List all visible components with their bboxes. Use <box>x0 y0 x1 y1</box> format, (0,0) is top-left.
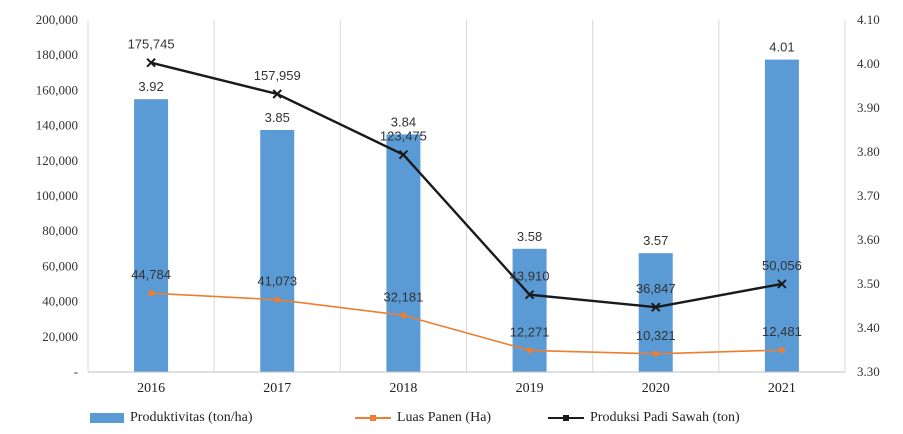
line-data-label: 44,784 <box>131 267 171 282</box>
line-point <box>779 347 785 353</box>
y-right-tick-label: 3.60 <box>857 232 880 247</box>
legend-label: Produktivitas (ton/ha) <box>130 410 253 426</box>
legend: Produktivitas (ton/ha) Luas Panen (Ha) P… <box>0 410 903 432</box>
y-left-tick-label: 60,000 <box>42 258 78 273</box>
y-right-tick-label: 3.40 <box>857 320 880 335</box>
legend-swatch-bar <box>90 413 124 423</box>
legend-item-luas-panen: Luas Panen (Ha) <box>355 410 491 426</box>
bar <box>260 130 294 372</box>
y-left-tick-label: 100,000 <box>36 188 78 203</box>
line-data-label: 41,073 <box>257 274 297 289</box>
line-data-label: 43,910 <box>510 269 550 284</box>
y-left-tick-label: 200,000 <box>36 12 78 27</box>
line-point <box>148 290 154 296</box>
y-left-tick-label: 120,000 <box>36 153 78 168</box>
y-left-tick-label: - <box>74 364 78 379</box>
legend-label: Luas Panen (Ha) <box>397 410 491 426</box>
x-tick-label: 2019 <box>516 381 544 396</box>
y-left-tick-label: 40,000 <box>42 294 78 309</box>
line-data-label: 175,745 <box>128 37 175 52</box>
line-data-label: 12,271 <box>510 324 550 339</box>
bar-data-label: 3.92 <box>138 79 163 94</box>
legend-item-produktivitas: Produktivitas (ton/ha) <box>90 410 253 426</box>
line-data-label: 36,847 <box>636 281 676 296</box>
bar-data-label: 3.84 <box>391 114 416 129</box>
y-right-tick-label: 4.00 <box>857 56 880 71</box>
y-left-tick-label: 180,000 <box>36 47 78 62</box>
bar-data-label: 4.01 <box>769 40 794 55</box>
x-tick-label: 2016 <box>137 381 165 396</box>
y-left-tick-label: 80,000 <box>42 223 78 238</box>
line-data-label: 123,475 <box>380 129 427 144</box>
line-data-label: 157,959 <box>254 68 301 83</box>
legend-item-produksi: Produksi Padi Sawah (ton) <box>548 410 740 426</box>
x-tick-label: 2017 <box>263 381 291 396</box>
legend-swatch-line <box>355 412 391 424</box>
line-point <box>527 347 533 353</box>
line-point <box>653 351 659 357</box>
y-right-tick-label: 3.50 <box>857 276 880 291</box>
line-data-label: 32,181 <box>384 289 424 304</box>
y-left-tick-label: 160,000 <box>36 82 78 97</box>
line-data-label: 10,321 <box>636 328 676 343</box>
bar <box>134 99 168 372</box>
gridlines <box>88 20 845 372</box>
y-right-tick-label: 3.80 <box>857 144 880 159</box>
y-right-tick-label: 4.10 <box>857 12 880 27</box>
x-tick-label: 2018 <box>389 381 417 396</box>
line-data-label: 12,481 <box>762 324 802 339</box>
legend-swatch-line <box>548 412 584 424</box>
bar-data-label: 3.57 <box>643 233 668 248</box>
y-right-tick-label: 3.90 <box>857 100 880 115</box>
x-tick-label: 2021 <box>768 381 796 396</box>
line-point <box>400 312 406 318</box>
bar-data-label: 3.58 <box>517 229 542 244</box>
y-left-tick-label: 20,000 <box>42 329 78 344</box>
x-tick-label: 2020 <box>642 381 670 396</box>
line-data-label: 50,056 <box>762 258 802 273</box>
line-point <box>274 297 280 303</box>
y-right-tick-label: 3.30 <box>857 364 880 379</box>
y-right-tick-label: 3.70 <box>857 188 880 203</box>
legend-label: Produksi Padi Sawah (ton) <box>590 410 740 426</box>
bar-data-label: 3.85 <box>265 110 290 125</box>
y-left-tick-label: 140,000 <box>36 118 78 133</box>
bar <box>386 134 420 372</box>
bar <box>513 249 547 372</box>
